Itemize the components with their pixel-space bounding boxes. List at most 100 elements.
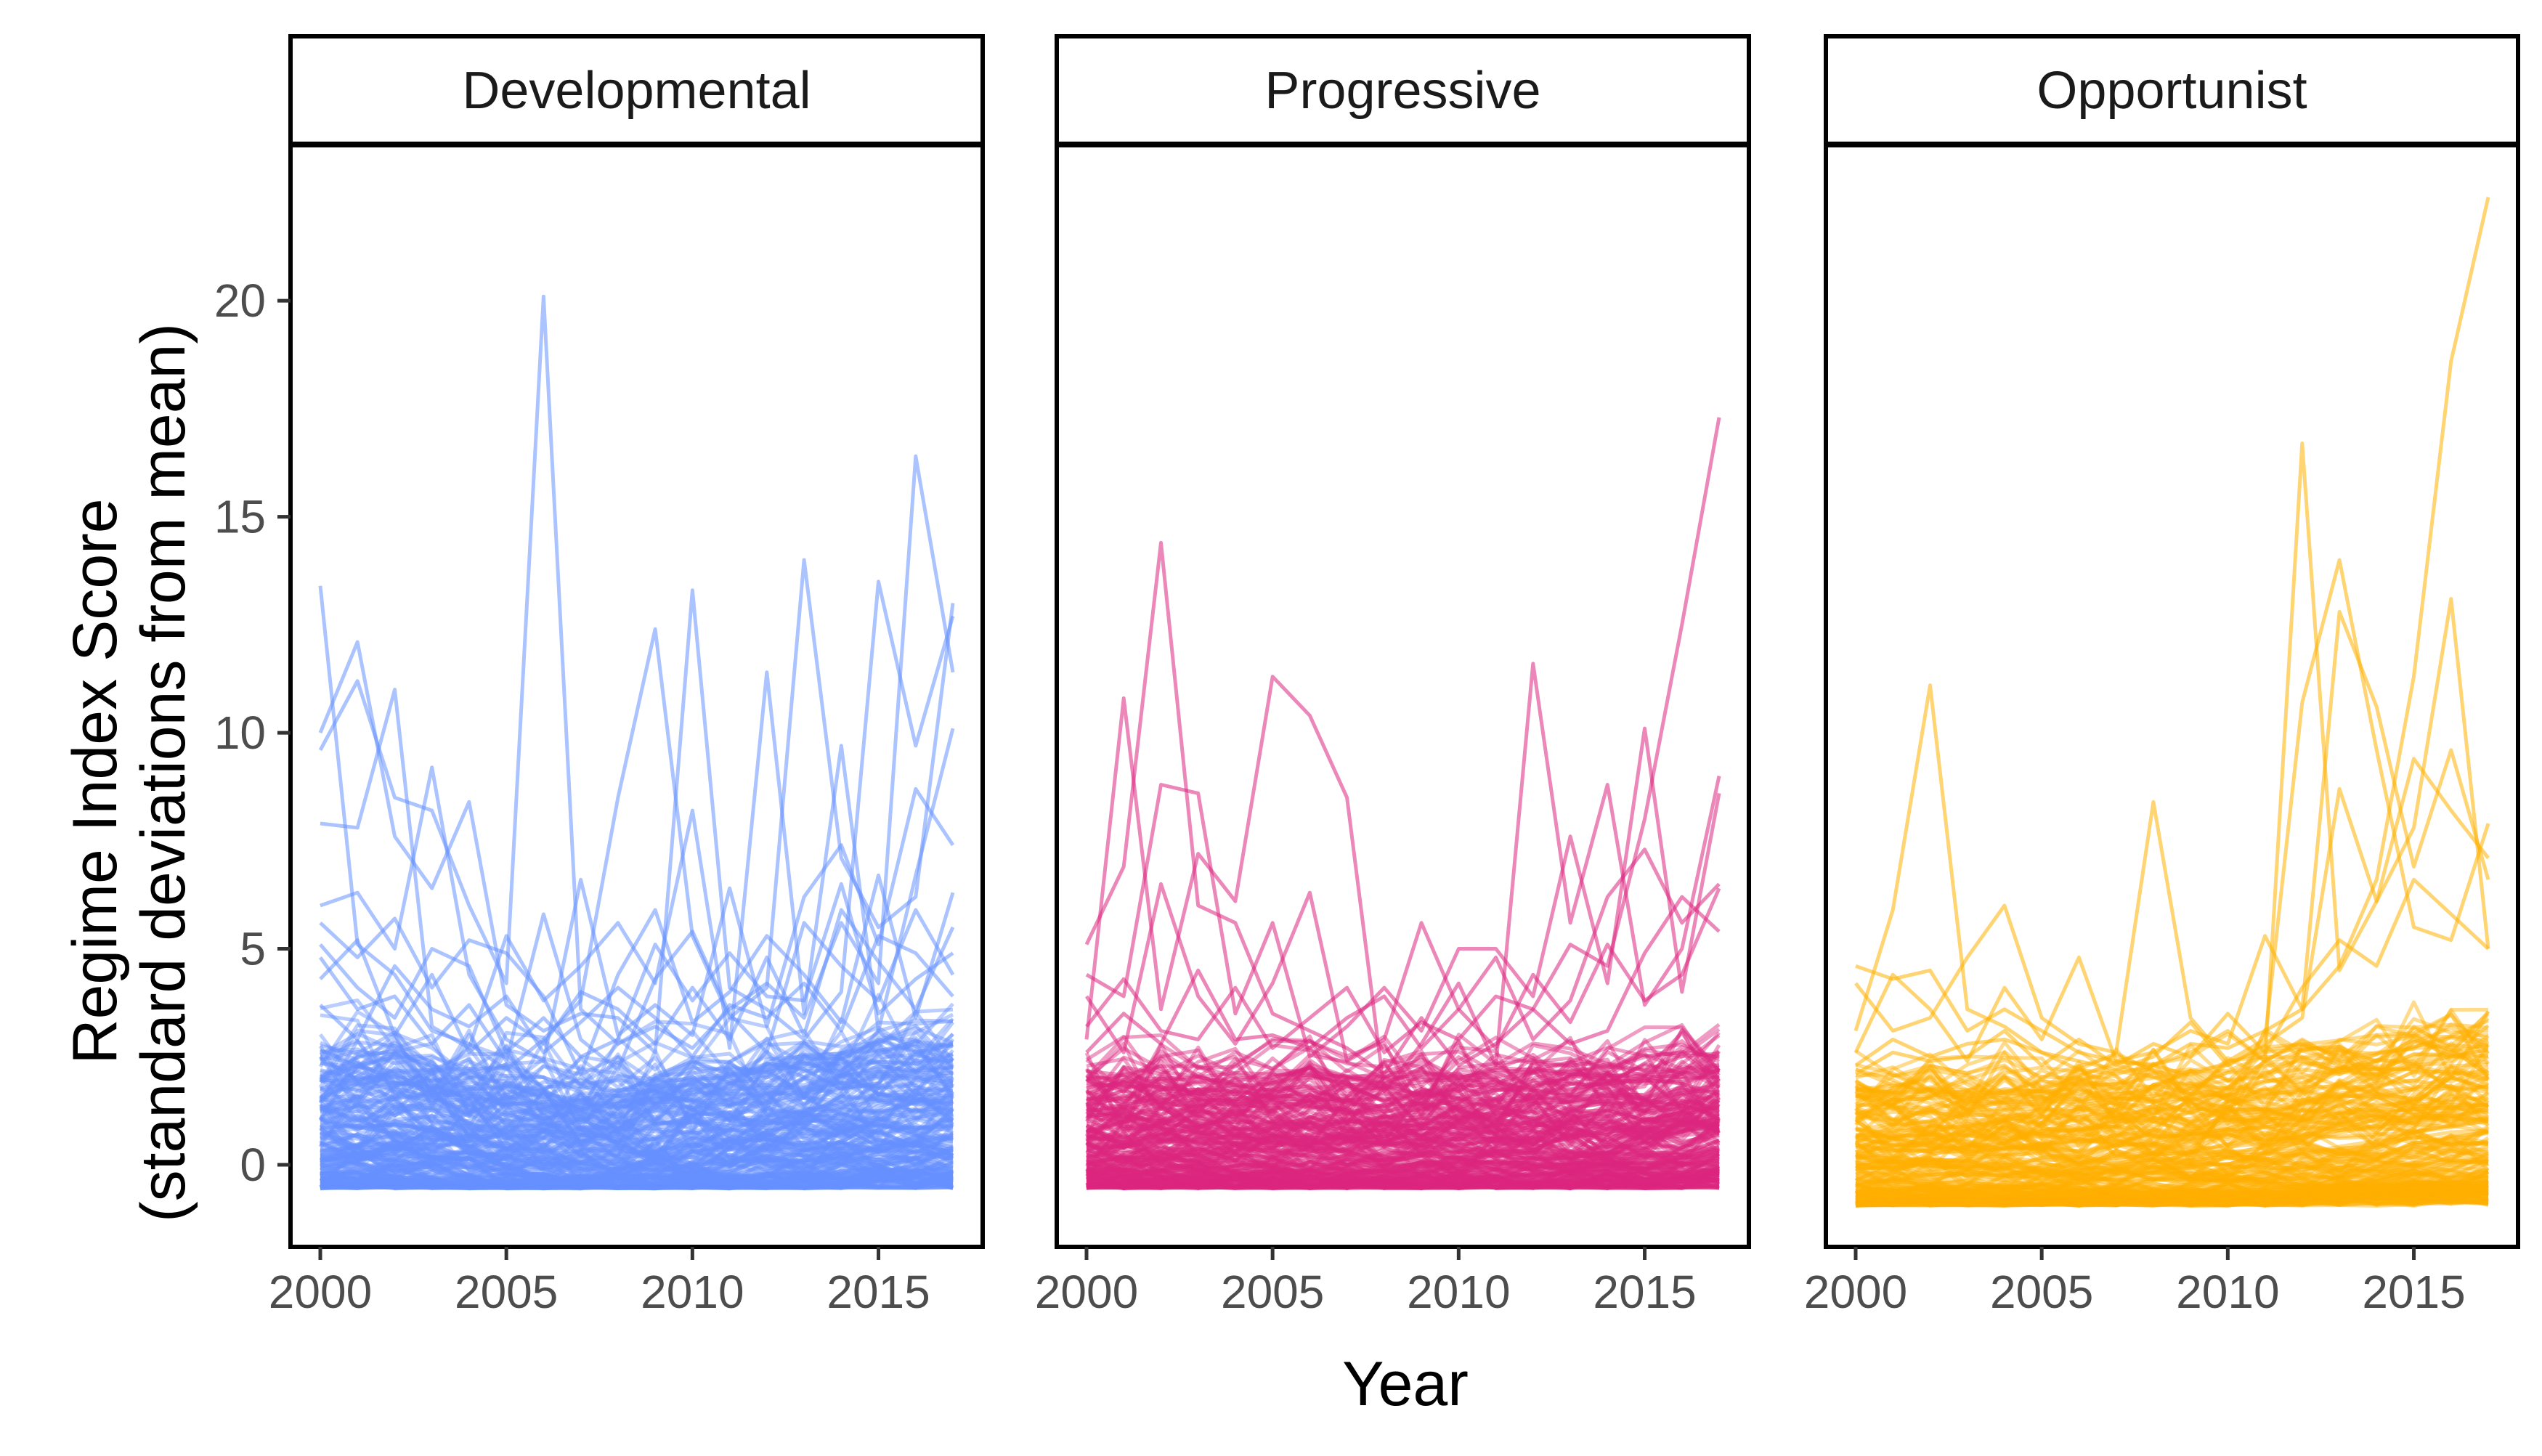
series-line: [1086, 1083, 1720, 1155]
series-line: [1086, 1160, 1721, 1190]
series-line: [1086, 1125, 1720, 1150]
series-line: [319, 1057, 954, 1113]
series-line: [1855, 1162, 2489, 1200]
series-line: [1855, 1173, 2489, 1197]
series-line: [1086, 1122, 1720, 1164]
series-line: [1086, 1173, 1720, 1190]
series-line: [1086, 1097, 1720, 1130]
series-line: [1855, 1108, 2489, 1149]
series-line: [1086, 1145, 1720, 1172]
series-line: [319, 1019, 954, 1131]
series-line: [319, 1123, 954, 1163]
series-line: [318, 1057, 954, 1148]
panel-border: [288, 143, 985, 1249]
series-line: [1855, 1180, 2489, 1206]
x-tick-label: 2005: [1990, 1266, 2093, 1318]
series-line: [1855, 1052, 2489, 1109]
series-line: [1085, 1138, 1720, 1167]
series-line: [1855, 1096, 2490, 1157]
series-line: [319, 1070, 954, 1153]
series-line: [320, 1057, 954, 1154]
series-line: [320, 1153, 954, 1183]
series-line: [1085, 1150, 1721, 1187]
series-line: [1855, 1158, 2489, 1195]
series-line: [320, 1158, 954, 1189]
series-line: [1085, 1110, 1720, 1163]
series-line: [320, 1025, 954, 1091]
y-axis-title: Regime Index Score (standard deviations …: [60, 323, 198, 1222]
series-line: [1085, 1028, 1721, 1112]
series-line: [1855, 1106, 2489, 1146]
series-line: [1086, 1114, 1720, 1148]
series-line: [1854, 1095, 2490, 1159]
series-line: [1086, 1165, 1720, 1190]
series-line: [1086, 1150, 1720, 1189]
series-line: [1855, 1110, 2489, 1157]
series-line: [1855, 1170, 2490, 1205]
series-line: [1086, 1093, 1720, 1117]
series-line: [1085, 1072, 1720, 1110]
series-line: [320, 1145, 954, 1181]
series-line: [318, 558, 955, 1072]
series-line: [1085, 1049, 1721, 1115]
series-line: [1855, 1189, 2489, 1208]
series-line: [320, 1171, 954, 1191]
series-line: [320, 1163, 954, 1189]
series-line: [1085, 1099, 1720, 1139]
series-line: [1855, 1034, 2490, 1111]
series-line: [320, 1161, 954, 1190]
series-line: [319, 1129, 954, 1172]
series-line: [1086, 1151, 1720, 1177]
series-line: [1855, 1174, 2489, 1205]
series-line: [1086, 1073, 1720, 1104]
series-line: [1086, 1171, 1720, 1190]
series-line: [319, 1088, 954, 1168]
series-line: [1085, 1152, 1721, 1187]
series-line: [1854, 1026, 2490, 1111]
series-line: [320, 1052, 954, 1110]
series-line: [1086, 1065, 1720, 1142]
series-line: [1085, 895, 1721, 1054]
series-line: [320, 670, 955, 1050]
facet-strip-label: Opportunist: [2037, 62, 2307, 120]
facet-strip-box: [1055, 34, 1751, 146]
series-line: [320, 1100, 954, 1144]
series-line: [1855, 1189, 2489, 1208]
series-line: [320, 1177, 954, 1191]
series-line: [1086, 1141, 1720, 1168]
series-line: [1854, 1081, 2490, 1142]
series-line: [1855, 1168, 2489, 1200]
series-line: [1854, 1078, 2489, 1152]
series-line: [1085, 1116, 1721, 1179]
series-line: [320, 1174, 954, 1191]
series-line: [1855, 1068, 2490, 1123]
series-line: [1855, 1197, 2489, 1208]
series-line: [320, 1139, 954, 1190]
series-line: [319, 1126, 954, 1171]
series-line: [1086, 1070, 1720, 1110]
series-line: [1084, 1119, 1720, 1174]
series-line: [320, 1099, 954, 1166]
series-line: [320, 1133, 954, 1182]
series-line: [320, 1176, 954, 1190]
series-line: [1086, 1155, 1720, 1179]
series-line: [320, 1097, 954, 1131]
series-line: [1854, 1105, 2489, 1164]
series-line: [1855, 1161, 2489, 1192]
series-line: [1086, 1175, 1720, 1191]
series-line: [1086, 1098, 1720, 1147]
series-line: [1086, 1118, 1721, 1163]
series-line: [1855, 1189, 2489, 1208]
series-line: [320, 1155, 954, 1190]
series-line: [320, 1160, 954, 1190]
series-line: [1855, 1174, 2489, 1200]
series-line: [320, 1036, 954, 1123]
series-line: [1854, 1022, 2489, 1097]
series-line: [1086, 1163, 1720, 1190]
series-line: [320, 1107, 954, 1166]
series-line: [1085, 1074, 1721, 1130]
series-line: [320, 1121, 954, 1164]
series-line: [319, 1041, 954, 1135]
series-line: [1855, 1066, 2490, 1158]
series-line: [1085, 1111, 1720, 1163]
